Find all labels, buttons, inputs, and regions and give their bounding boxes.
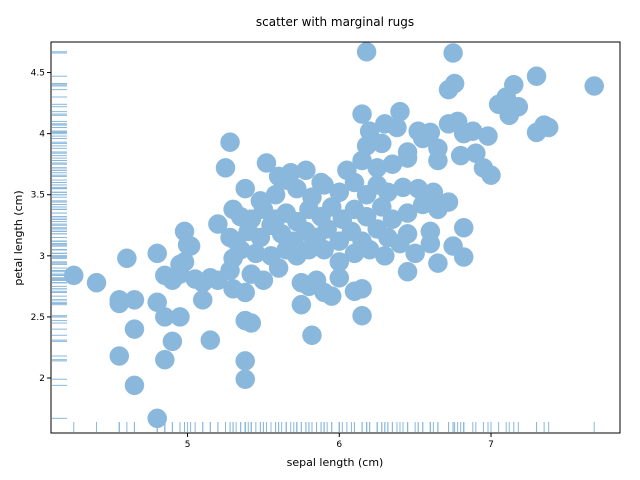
scatter-point bbox=[241, 313, 262, 333]
y-tick-label: 4 bbox=[39, 130, 45, 140]
scatter-point bbox=[302, 325, 322, 345]
scatter-point bbox=[466, 143, 486, 163]
scatter-point bbox=[538, 117, 559, 138]
scatter-point bbox=[352, 231, 372, 251]
scatter-point bbox=[337, 160, 357, 181]
scatter-point bbox=[306, 270, 327, 291]
scatter-point bbox=[321, 286, 342, 306]
scatter-point bbox=[329, 252, 350, 272]
y-tick-label: 2 bbox=[39, 374, 45, 384]
x-tick-label: 5 bbox=[185, 440, 191, 450]
scatter-point bbox=[397, 224, 418, 244]
scatter-point bbox=[504, 75, 524, 95]
scatter-point bbox=[443, 236, 463, 256]
scatter-point bbox=[463, 121, 483, 141]
scatter-point bbox=[375, 246, 395, 266]
scatter-point bbox=[235, 282, 255, 303]
scatter-point bbox=[397, 261, 418, 282]
scatter-point bbox=[296, 160, 316, 181]
scatter-point bbox=[438, 192, 459, 212]
scatter-point bbox=[390, 101, 410, 122]
y-axis-ticks: 2 2.5 3 3.5 4 4.5 bbox=[31, 69, 51, 384]
scatter-point bbox=[117, 248, 137, 269]
x-axis-label: sepal length (cm) bbox=[287, 456, 384, 469]
y-tick-label: 3.5 bbox=[31, 191, 45, 201]
scatter-point bbox=[352, 305, 372, 326]
scatter-point bbox=[356, 42, 377, 62]
scatter-point bbox=[170, 307, 190, 327]
y-axis-label: petal length (cm) bbox=[12, 190, 25, 285]
scatter-point bbox=[423, 182, 444, 203]
scatter-point bbox=[220, 132, 240, 152]
scatter-point bbox=[397, 203, 418, 223]
scatter-point bbox=[124, 290, 145, 310]
scatter-point bbox=[162, 331, 183, 352]
y-rug bbox=[52, 51, 67, 419]
scatter-point bbox=[329, 182, 350, 203]
plot-frame bbox=[50, 41, 621, 434]
scatter-point bbox=[287, 211, 307, 232]
scatter-point bbox=[200, 330, 221, 350]
scatter-point bbox=[192, 290, 213, 310]
y-tick-label: 4.5 bbox=[31, 69, 45, 79]
chart-title: scatter with marginal rugs bbox=[256, 15, 414, 29]
scatter-point bbox=[147, 408, 167, 429]
scatter-point bbox=[180, 236, 201, 256]
scatter-point bbox=[420, 122, 441, 143]
scatter-point bbox=[405, 243, 425, 264]
scatter-point bbox=[170, 254, 190, 275]
scatter-point bbox=[481, 165, 501, 185]
scatter-point bbox=[356, 206, 377, 227]
x-rug bbox=[73, 422, 595, 432]
scatter-point bbox=[147, 292, 167, 313]
scatter-point bbox=[372, 133, 392, 154]
scatter-point bbox=[584, 76, 604, 96]
scatter-point bbox=[124, 375, 145, 396]
scatter-point bbox=[235, 178, 255, 199]
scatter-point bbox=[352, 104, 372, 124]
scatter-point bbox=[241, 264, 262, 284]
scatter-point bbox=[453, 217, 474, 238]
y-tick-label: 3 bbox=[39, 252, 45, 262]
scatter-points bbox=[64, 42, 604, 429]
scatter-point bbox=[444, 73, 465, 94]
scatter-point bbox=[526, 66, 547, 86]
scatter-point bbox=[397, 142, 418, 162]
scatter-point bbox=[311, 172, 331, 193]
scatter-point bbox=[124, 319, 145, 339]
scatter-point bbox=[352, 279, 372, 299]
scatter-point bbox=[147, 243, 167, 264]
scatter-point bbox=[428, 138, 448, 159]
scatter-point bbox=[235, 351, 255, 371]
x-tick-label: 6 bbox=[336, 440, 342, 450]
scatter-point bbox=[443, 43, 463, 63]
x-axis-ticks: 5 6 7 bbox=[185, 433, 494, 450]
scatter-point bbox=[420, 221, 441, 242]
scatter-point bbox=[155, 349, 175, 370]
scatter-point bbox=[488, 94, 509, 115]
scatter-point bbox=[256, 153, 277, 173]
scatter-point bbox=[215, 158, 236, 178]
scatter-point bbox=[378, 227, 398, 248]
scatter-point bbox=[200, 268, 221, 288]
scatter-point bbox=[64, 265, 84, 286]
scatter-point bbox=[428, 253, 448, 273]
scatter-point bbox=[235, 369, 255, 389]
scatter-point bbox=[208, 214, 228, 234]
scatter-point bbox=[109, 346, 130, 366]
y-tick-label: 2.5 bbox=[31, 313, 45, 323]
scatter-point bbox=[302, 187, 322, 207]
x-tick-label: 7 bbox=[488, 440, 494, 450]
scatter-point bbox=[291, 294, 312, 315]
scatter-point bbox=[86, 272, 107, 293]
